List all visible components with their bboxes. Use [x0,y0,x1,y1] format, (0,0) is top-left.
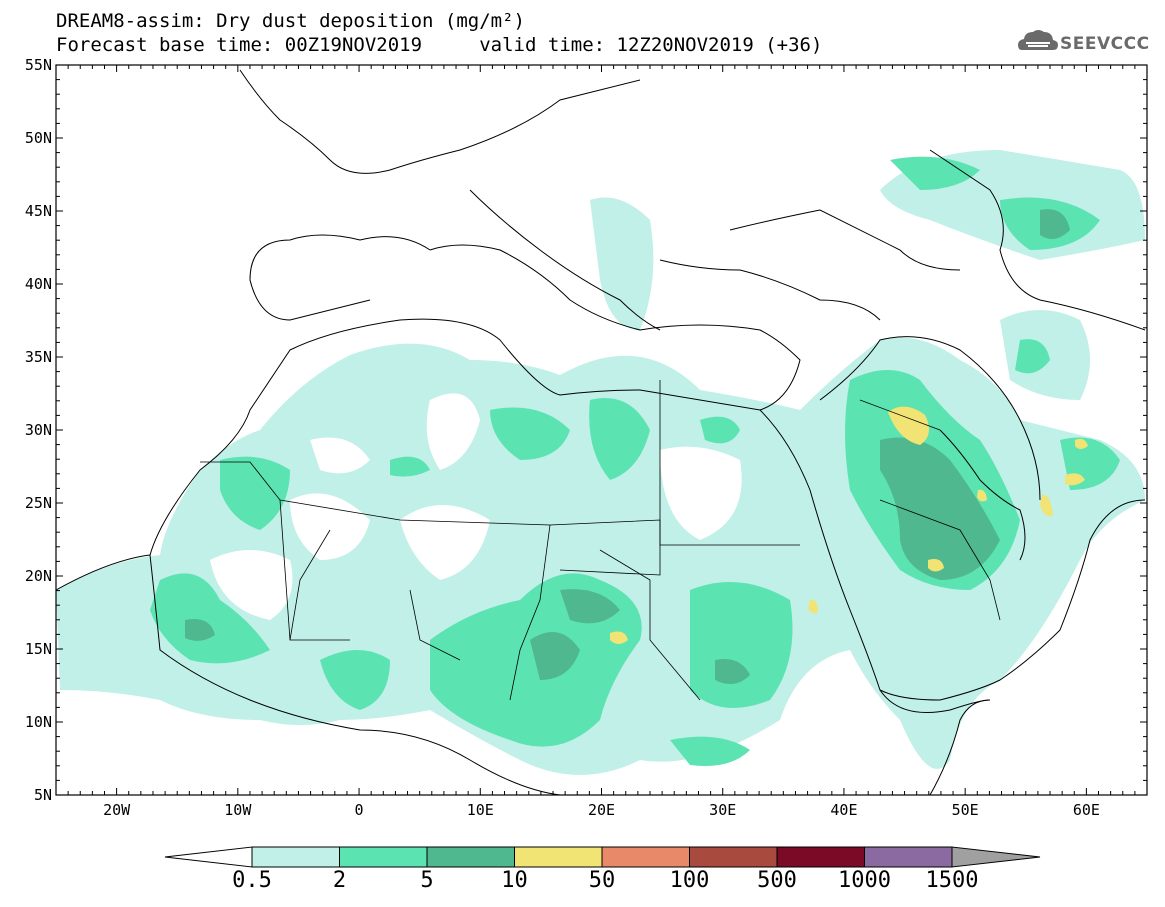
lon-tick-label: 10E [467,801,494,819]
lon-tick-label: 30E [709,801,736,819]
colorbar-box [251,846,340,868]
colorbar-box [514,846,603,868]
forecast-time-subtitle: Forecast base time: 00Z19NOV2019 valid t… [56,34,823,56]
colorbar-label: 1500 [925,868,979,893]
colorbar-box [689,846,778,868]
lat-tick-label: 30N [25,421,52,439]
lat-tick-label: 40N [25,275,52,293]
lat-tick-label: 20N [25,567,52,585]
colorbar-label: 5 [420,868,434,893]
lon-tick-label: 10W [224,801,252,819]
colorbar-box [339,846,428,868]
colorbar [164,846,1041,868]
cloud-icon [1018,30,1058,50]
longitude-labels: 20W 10W 0 10E 20E 30E 40E 50E 60E [103,801,1100,819]
colorbar-box [776,846,865,868]
colorbar-label: 10 [501,868,528,893]
lat-tick-label: 50N [25,129,52,147]
lon-tick-label: 50E [952,801,979,819]
map-title: DREAM8-assim: Dry dust deposition (mg/m²… [56,10,525,32]
lat-tick-label: 15N [25,640,52,658]
country-borders [200,380,1001,701]
colorbar-label: 500 [757,868,797,893]
lon-tick-label: 20W [103,801,131,819]
lat-tick-label: 5N [34,786,52,804]
colorbar-label: 1000 [838,868,891,893]
lon-tick-label: 60E [1073,801,1100,819]
colorbar-label: 50 [588,868,616,893]
colorbar-box [601,846,690,868]
latitude-labels: 55N 50N 45N 40N 35N 30N 25N 20N 15N 10N 5N [25,56,52,804]
dust-deposition-shading [56,150,1145,775]
lon-tick-label: 20E [588,801,615,819]
axis-ticks [55,64,1148,796]
colorbar-box [426,846,515,868]
colorbar-label: 2 [332,868,347,893]
lat-tick-label: 45N [25,202,52,220]
coastlines [55,69,1146,796]
lat-tick-label: 55N [25,56,52,74]
colorbar-label: 0.5 [232,868,272,893]
lat-tick-label: 25N [25,494,52,512]
lon-tick-label: 0 [355,801,364,819]
colorbar-box [864,846,953,868]
seevccc-logo: SEEVCCC [1060,34,1150,54]
colorbar-under-triangle [164,846,253,868]
lat-tick-label: 10N [25,713,52,731]
lat-tick-label: 35N [25,348,52,366]
colorbar-label: 100 [669,868,710,893]
lon-tick-label: 40E [830,801,857,819]
colorbar-over-triangle [951,846,1041,868]
